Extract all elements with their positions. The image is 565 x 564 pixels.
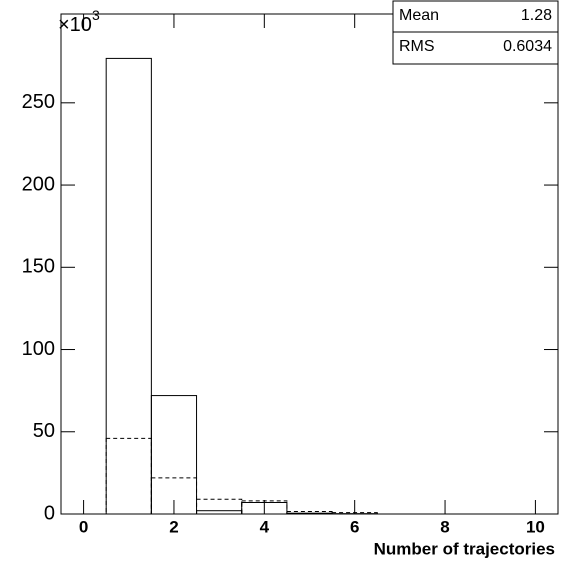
x-tick-label: 6 (350, 517, 359, 536)
x-tick-label: 8 (440, 517, 449, 536)
y-tick-label: 50 (33, 420, 55, 442)
stats-value: 1.28 (521, 7, 552, 24)
stats-label: Mean (399, 7, 439, 24)
multiplier-exponent: 3 (92, 7, 100, 23)
histogram-bin (331, 512, 378, 515)
x-tick-label: 2 (169, 517, 178, 536)
stats-value: 0.6034 (503, 38, 552, 55)
x-axis-title: Number of trajectories (374, 539, 555, 558)
x-tick-label: 10 (526, 517, 545, 536)
y-tick-label: 200 (22, 173, 55, 195)
stats-label: RMS (399, 38, 435, 55)
histogram-bin (196, 498, 243, 515)
plot-frame (60, 13, 559, 515)
y-tick-label: 0 (44, 502, 55, 524)
histogram-bin (150, 477, 198, 515)
histogram-bin (105, 57, 152, 515)
x-tick-label: 4 (260, 517, 270, 536)
y-tick-label: 100 (22, 338, 55, 360)
y-multiplier: ×103 (58, 7, 100, 37)
y-tick-label: 250 (22, 91, 55, 113)
multiplier-base: ×10 (58, 14, 92, 36)
histogram-bin (105, 437, 152, 515)
y-tick-label: 150 (22, 256, 55, 278)
x-tick-label: 0 (79, 517, 88, 536)
histogram-bin (150, 395, 198, 515)
